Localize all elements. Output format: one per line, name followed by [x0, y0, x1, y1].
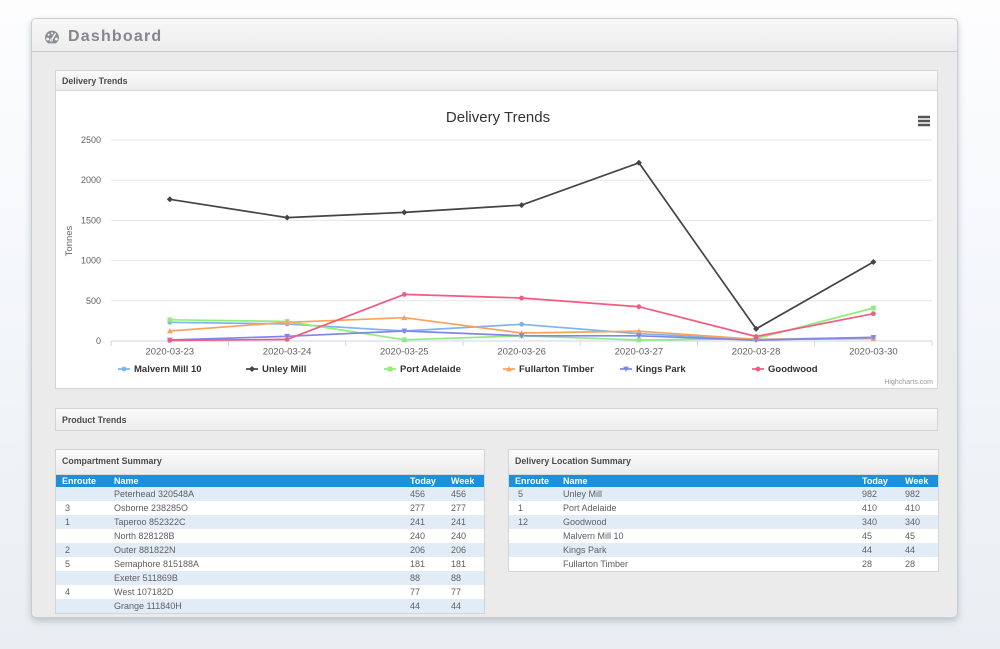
svg-text:0: 0	[96, 336, 101, 346]
svg-text:2020-03-23: 2020-03-23	[145, 347, 194, 358]
svg-text:2500: 2500	[81, 135, 101, 145]
svg-text:Tonnes: Tonnes	[64, 225, 75, 256]
svg-text:2000: 2000	[81, 175, 101, 185]
svg-text:Kings Park: Kings Park	[636, 364, 686, 375]
svg-text:Malvern Mill 10: Malvern Mill 10	[134, 364, 202, 375]
svg-text:Goodwood: Goodwood	[768, 364, 818, 375]
svg-text:2020-03-27: 2020-03-27	[615, 347, 664, 358]
svg-text:1000: 1000	[81, 256, 101, 266]
svg-text:2020-03-28: 2020-03-28	[732, 347, 781, 358]
svg-text:2020-03-26: 2020-03-26	[497, 347, 546, 358]
svg-text:Delivery Trends: Delivery Trends	[446, 109, 550, 126]
svg-text:Unley Mill: Unley Mill	[262, 364, 306, 375]
svg-text:500: 500	[86, 296, 101, 306]
svg-text:2020-03-30: 2020-03-30	[849, 347, 898, 358]
svg-text:2020-03-25: 2020-03-25	[380, 347, 429, 358]
svg-text:Fullarton Timber: Fullarton Timber	[519, 364, 594, 375]
svg-text:Port Adelaide: Port Adelaide	[400, 364, 461, 375]
svg-text:Highcharts.com: Highcharts.com	[884, 379, 933, 386]
svg-text:2020-03-24: 2020-03-24	[263, 347, 312, 358]
svg-text:1500: 1500	[81, 215, 101, 225]
